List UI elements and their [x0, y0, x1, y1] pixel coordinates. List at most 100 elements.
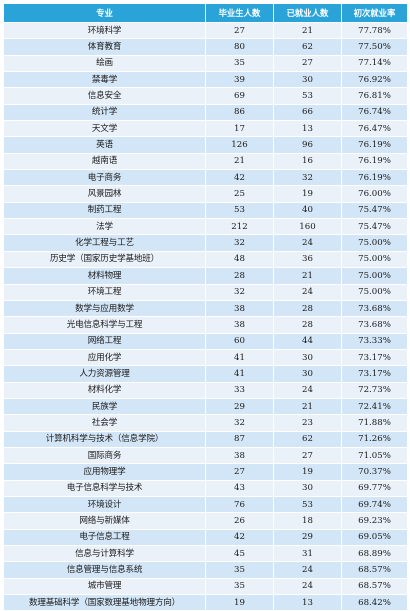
cell-graduates: 87: [205, 431, 274, 448]
cell-major: 信息与计算科学: [3, 545, 206, 563]
cell-employed: 32: [273, 169, 342, 187]
cell-employment-rate: 76.19%: [341, 153, 408, 171]
cell-graduates: 41: [205, 349, 274, 367]
cell-employed: 27: [273, 447, 342, 465]
cell-employed: 19: [273, 185, 342, 203]
cell-employment-rate: 76.00%: [341, 185, 408, 203]
cell-major: 环境工程: [3, 284, 206, 301]
cell-employment-rate: 76.81%: [341, 87, 408, 105]
cell-employment-rate: 77.78%: [341, 22, 408, 40]
cell-graduates: 35: [205, 561, 274, 579]
table-row: 禁毒学 39 30 76.92%: [3, 71, 408, 89]
cell-graduates: 53: [205, 202, 274, 220]
cell-graduates: 86: [205, 104, 274, 122]
cell-graduates: 19: [205, 594, 274, 611]
cell-employed: 13: [273, 120, 342, 138]
cell-employed: 13: [273, 594, 342, 611]
cell-graduates: 29: [205, 398, 274, 416]
cell-employed: 62: [273, 38, 342, 56]
cell-major: 材料化学: [3, 382, 206, 399]
cell-employed: 28: [273, 300, 342, 318]
cell-employed: 16: [273, 153, 342, 171]
cell-major: 网络与新媒体: [3, 512, 206, 530]
cell-employed: 44: [273, 333, 342, 350]
table-row: 信息安全 69 53 76.81%: [3, 87, 408, 105]
cell-graduates: 60: [205, 333, 274, 350]
table-row: 数理基础科学（国家数理基地物理方向） 19 13 68.42%: [3, 594, 408, 611]
cell-major: 电子信息工程: [3, 529, 206, 547]
cell-employment-rate: 76.92%: [341, 71, 408, 89]
cell-employment-rate: 69.74%: [341, 496, 408, 514]
cell-employment-rate: 69.77%: [341, 480, 408, 497]
header-row: 专业 毕业生人数 已就业人数 初次就业率: [3, 3, 408, 23]
table-row: 制药工程 53 40 75.47%: [3, 202, 408, 220]
cell-major: 环境科学: [3, 22, 206, 40]
cell-employment-rate: 68.89%: [341, 545, 408, 563]
cell-graduates: 32: [205, 284, 274, 301]
cell-major: 民族学: [3, 398, 206, 416]
cell-major: 信息安全: [3, 87, 206, 105]
cell-employed: 28: [273, 316, 342, 334]
table-header: 专业 毕业生人数 已就业人数 初次就业率: [3, 3, 408, 23]
cell-graduates: 212: [205, 218, 274, 236]
cell-major: 城市管理: [3, 578, 206, 596]
employment-rate-table: 专业 毕业生人数 已就业人数 初次就业率 环境科学 27 21 77.78% 体育教育 8…: [3, 3, 408, 611]
cell-major: 禁毒学: [3, 71, 206, 89]
table-row: 国际商务 38 27 71.05%: [3, 447, 408, 465]
table-row: 环境科学 27 21 77.78%: [3, 22, 408, 40]
cell-employment-rate: 76.47%: [341, 120, 408, 138]
cell-major: 国际商务: [3, 447, 206, 465]
cell-employment-rate: 75.00%: [341, 267, 408, 285]
cell-graduates: 39: [205, 71, 274, 89]
cell-employment-rate: 75.47%: [341, 202, 408, 220]
cell-employment-rate: 71.26%: [341, 431, 408, 448]
cell-graduates: 42: [205, 529, 274, 547]
cell-graduates: 32: [205, 234, 274, 252]
header-employment-rate: 初次就业率: [341, 3, 408, 23]
cell-major: 材料物理: [3, 267, 206, 285]
cell-employed: 62: [273, 431, 342, 448]
cell-graduates: 35: [205, 578, 274, 596]
cell-employed: 18: [273, 512, 342, 530]
cell-employment-rate: 73.17%: [341, 349, 408, 367]
cell-major: 统计学: [3, 104, 206, 122]
table-row: 电子信息工程 42 29 69.05%: [3, 529, 408, 547]
cell-employed: 24: [273, 561, 342, 579]
cell-employment-rate: 71.05%: [341, 447, 408, 465]
cell-major: 数学与应用数学: [3, 300, 206, 318]
cell-employment-rate: 75.47%: [341, 218, 408, 236]
cell-major: 体育教育: [3, 38, 206, 56]
cell-major: 社会学: [3, 414, 206, 432]
table-row: 材料化学 33 24 72.73%: [3, 382, 408, 399]
cell-employed: 40: [273, 202, 342, 220]
cell-employment-rate: 77.14%: [341, 55, 408, 73]
table-row: 法学 212 160 75.47%: [3, 218, 408, 236]
table-row: 历史学（国家历史学基地班） 48 36 75.00%: [3, 251, 408, 269]
cell-employed: 21: [273, 267, 342, 285]
table-row: 社会学 32 23 71.88%: [3, 414, 408, 432]
cell-employment-rate: 77.50%: [341, 38, 408, 56]
cell-major: 电子商务: [3, 169, 206, 187]
cell-major: 化学工程与工艺: [3, 234, 206, 252]
table-row: 人力资源管理 41 30 73.17%: [3, 365, 408, 383]
cell-major: 网络工程: [3, 333, 206, 350]
table-row: 统计学 86 66 76.74%: [3, 104, 408, 122]
cell-employment-rate: 73.33%: [341, 333, 408, 350]
table-row: 英语 126 96 76.19%: [3, 136, 408, 154]
cell-graduates: 17: [205, 120, 274, 138]
cell-graduates: 76: [205, 496, 274, 514]
cell-graduates: 43: [205, 480, 274, 497]
cell-graduates: 38: [205, 447, 274, 465]
cell-graduates: 26: [205, 512, 274, 530]
cell-major: 历史学（国家历史学基地班）: [3, 251, 206, 269]
cell-graduates: 25: [205, 185, 274, 203]
cell-graduates: 126: [205, 136, 274, 154]
header-employed: 已就业人数: [273, 3, 342, 23]
cell-employed: 30: [273, 349, 342, 367]
table-row: 数学与应用数学 38 28 73.68%: [3, 300, 408, 318]
table-row: 网络工程 60 44 73.33%: [3, 333, 408, 350]
table-row: 民族学 29 21 72.41%: [3, 398, 408, 416]
table-row: 绘画 35 27 77.14%: [3, 55, 408, 73]
cell-employed: 30: [273, 71, 342, 89]
cell-graduates: 35: [205, 55, 274, 73]
